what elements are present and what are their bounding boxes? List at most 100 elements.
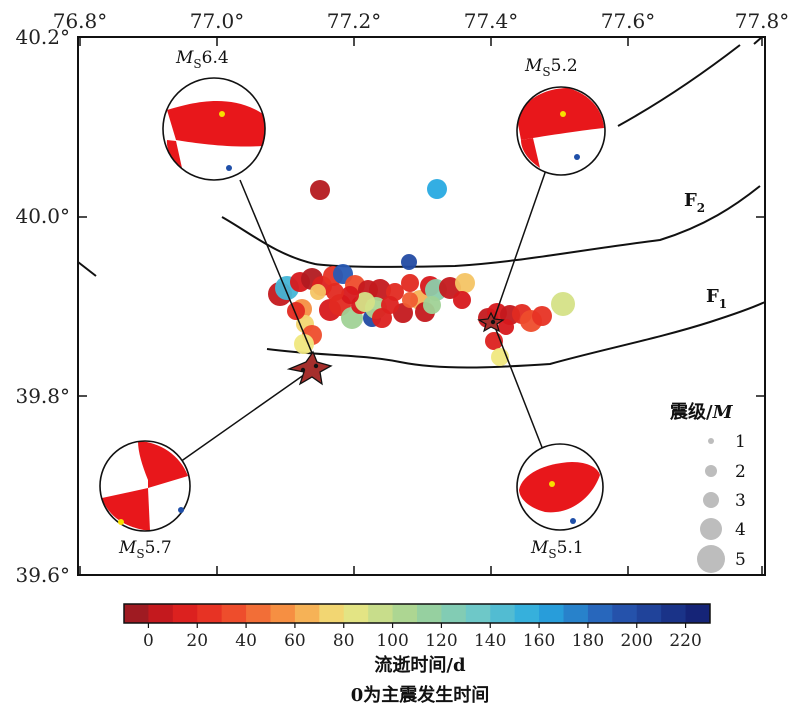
colorbar-segment xyxy=(636,604,662,623)
axis-ticks xyxy=(78,36,765,576)
tension-axis-dot xyxy=(226,165,232,171)
colorbar-segment xyxy=(148,604,174,623)
map-frame xyxy=(77,36,766,576)
colorbar-segment xyxy=(490,604,516,623)
tension-axis-dot xyxy=(178,507,184,513)
colorbar-segment xyxy=(392,604,418,623)
colorbar-segment xyxy=(685,604,711,623)
legend-size-marker xyxy=(700,518,722,540)
epicenter-dot xyxy=(313,363,319,369)
colorbar-tick-label: 120 xyxy=(425,631,457,651)
colorbar-segment xyxy=(343,604,369,623)
fault-segment-northeast xyxy=(617,44,741,127)
fault-label-f2: F2 xyxy=(684,190,705,215)
leader-line xyxy=(179,371,309,463)
lon-tick-label: 77.4° xyxy=(464,9,519,33)
legend-size-marker xyxy=(705,465,717,477)
colorbar-tick-label: 200 xyxy=(621,631,653,651)
aftershock-marker xyxy=(401,254,417,270)
aftershock-marker xyxy=(551,292,575,316)
colorbar-tick-label: 180 xyxy=(572,631,604,651)
aftershock-marker xyxy=(453,291,471,309)
compression-axis-dot xyxy=(560,111,566,117)
colorbar-caption-line2: 0为主震发生时间 xyxy=(351,684,490,706)
compression-axis-dot xyxy=(549,481,555,487)
colorbar-tick-label: 160 xyxy=(523,631,555,651)
legend-size-label: 5 xyxy=(735,550,746,570)
aftershock-marker xyxy=(294,334,314,354)
compression-axis-dot xyxy=(219,111,225,117)
aftershock-marker xyxy=(310,284,326,300)
legend-size-label: 2 xyxy=(735,462,746,482)
aftershock-marker xyxy=(402,292,418,308)
fault-f2 xyxy=(221,185,761,268)
fault-segment-corner xyxy=(753,36,763,45)
tension-axis-dot xyxy=(570,518,576,524)
lat-tick-label: 40.2° xyxy=(15,25,70,49)
lon-tick-label: 77.8° xyxy=(735,9,790,33)
epicenter-dot xyxy=(490,319,496,325)
mainshock-star-icon xyxy=(286,350,333,386)
mechanism-magnitude-label: MS5.1 xyxy=(530,538,584,561)
fault-f1 xyxy=(266,301,766,369)
colorbar-segment xyxy=(465,604,491,623)
colorbar-caption-line1: 流逝时间/d xyxy=(374,654,466,676)
aftershock-marker xyxy=(498,319,514,335)
colorbar-segment xyxy=(246,604,271,623)
time-colorbar xyxy=(124,604,711,623)
aftershock-events xyxy=(268,179,575,366)
colorbar-tick-label: 220 xyxy=(669,631,701,651)
tension-axis-dot xyxy=(574,154,580,160)
compressional-quadrant xyxy=(521,138,540,168)
leader-line xyxy=(492,169,547,323)
compressional-quadrant xyxy=(102,488,150,531)
compressional-quadrant xyxy=(166,140,182,168)
colorbar-segment xyxy=(661,604,686,623)
aftershock-marker xyxy=(427,179,447,199)
epicenter-dot xyxy=(300,367,306,373)
colorbar-frame xyxy=(123,603,711,624)
aftershock-marker xyxy=(532,306,552,326)
aftershock-marker xyxy=(369,279,391,301)
colorbar-tick-label: 80 xyxy=(333,631,355,651)
focal-mechanism-ms51 xyxy=(516,443,604,531)
legend-size-marker xyxy=(708,438,714,444)
lat-tick-label: 39.6° xyxy=(15,563,70,587)
colorbar-segment xyxy=(612,604,638,623)
focal-mechanism-ms57 xyxy=(99,440,191,532)
lon-tick-label: 77.2° xyxy=(327,9,382,33)
colorbar-segment xyxy=(368,604,393,623)
colorbar-tick-label: 20 xyxy=(186,631,208,651)
aftershock-marker xyxy=(341,286,359,304)
lon-tick-label: 76.8° xyxy=(53,9,108,33)
colorbar-tick-label: 60 xyxy=(284,631,306,651)
aftershock-marker xyxy=(423,296,441,314)
colorbar-tick-label: 40 xyxy=(235,631,257,651)
colorbar-segment xyxy=(270,604,296,623)
colorbar-segment xyxy=(197,604,223,623)
aftershock-marker xyxy=(455,273,475,293)
colorbar-segment xyxy=(319,604,345,623)
compressional-quadrant xyxy=(167,100,266,147)
colorbar-segment xyxy=(441,604,467,623)
lat-tick-label: 40.0° xyxy=(15,204,70,228)
colorbar-ticks: 0 20 40 60 80 100 120 140 160 180 200 220 xyxy=(143,623,702,651)
colorbar-tick-label: 0 xyxy=(143,631,154,651)
beachball-leader-lines xyxy=(179,169,547,463)
legend-title: 震级/M xyxy=(670,401,734,423)
colorbar-segment xyxy=(124,604,149,623)
fault-lines xyxy=(77,36,766,369)
colorbar-segment xyxy=(539,604,564,623)
colorbar-tick-label: 140 xyxy=(474,631,506,651)
mechanism-magnitude-label: MS6.4 xyxy=(175,48,229,71)
mechanism-magnitude-label: MS5.2 xyxy=(524,56,578,79)
legend-size-marker xyxy=(697,545,725,573)
mechanism-magnitude-label: MS5.7 xyxy=(118,538,172,561)
focal-mechanism-ms52 xyxy=(516,86,606,176)
compression-axis-dot xyxy=(118,519,124,525)
legend-size-label: 3 xyxy=(735,491,746,511)
aftershock-marker xyxy=(355,292,375,312)
colorbar-segment xyxy=(172,604,198,623)
colorbar-segment xyxy=(221,604,247,623)
